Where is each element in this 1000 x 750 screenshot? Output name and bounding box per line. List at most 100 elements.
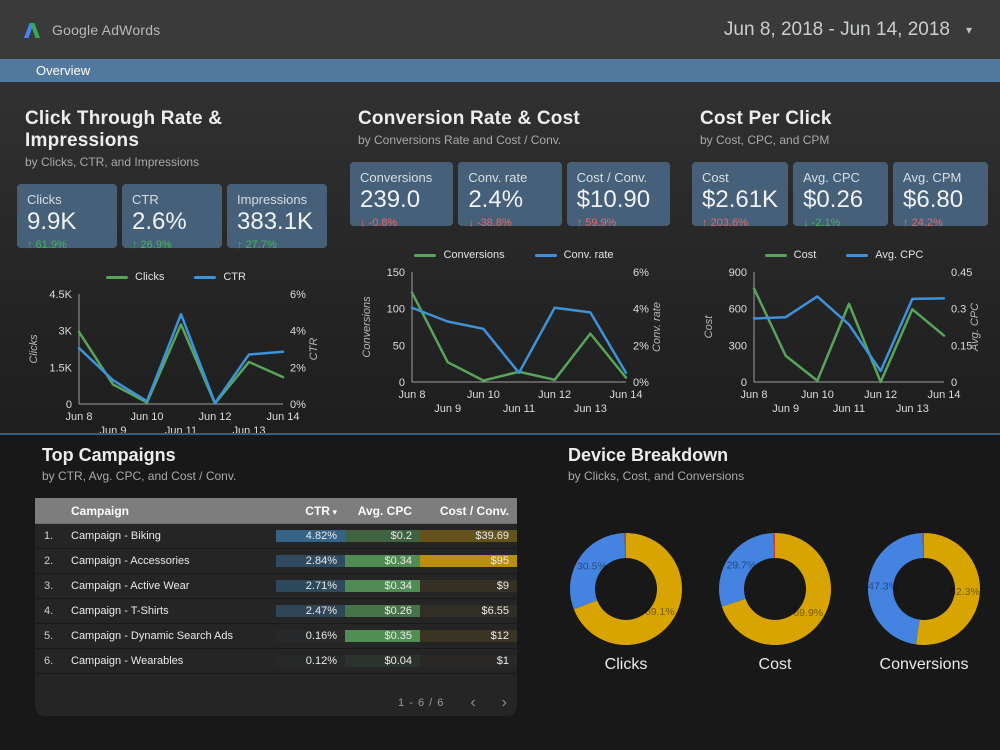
tab-bar: Overview xyxy=(0,59,1000,82)
svg-text:0.3: 0.3 xyxy=(951,304,966,316)
bottom-section: Top Campaigns by CTR, Avg. CPC, and Cost… xyxy=(0,433,1000,750)
column-header-campaign[interactable]: Campaign xyxy=(71,503,130,518)
svg-text:30.5%: 30.5% xyxy=(577,560,607,572)
svg-text:Jun 9: Jun 9 xyxy=(772,403,799,415)
table-row[interactable]: 6. Campaign - Wearables 0.12% $0.04 $1 xyxy=(35,649,517,674)
section-title: Conversion Rate & Cost xyxy=(358,108,580,129)
row-number: 3. xyxy=(44,580,54,592)
line-chart-clicks-ctr: Clicks CTR 0 1.5K 3K 4.5K 0% 2% 4% 6% Clicks CTR Jun… xyxy=(25,268,327,451)
scorecard-label: CTR xyxy=(132,192,159,207)
svg-text:Jun 11: Jun 11 xyxy=(833,403,865,415)
svg-text:Jun 9: Jun 9 xyxy=(434,403,461,415)
scorecard-label: Impressions xyxy=(237,192,308,207)
device-breakdown-header: Device Breakdown by Clicks, Cost, and Co… xyxy=(568,445,744,483)
svg-text:3K: 3K xyxy=(59,326,73,338)
cell-cost_conv: $39.69 xyxy=(420,530,517,542)
legend-label: Cost xyxy=(793,249,817,261)
donut-chart: 69.9% 29.7% xyxy=(719,533,831,645)
donut-clicks: 69.1% 30.5% Clicks xyxy=(561,531,691,674)
legend-swatch xyxy=(846,253,869,257)
arrow-down-icon: ↓ xyxy=(360,217,366,229)
devices-title: Device Breakdown xyxy=(568,445,729,465)
brand-name: Google AdWords xyxy=(52,21,161,38)
table-row[interactable]: 5. Campaign - Dynamic Search Ads 0.16% $0.3… xyxy=(35,624,517,649)
section-conversion-rate-cost: Conversion Rate & Cost by Conversions Ra… xyxy=(350,108,670,429)
svg-text:Conversions: Conversions xyxy=(361,296,373,358)
table-title: Top Campaigns xyxy=(42,445,176,465)
cell-ctr: 4.82% xyxy=(276,530,345,542)
table-row[interactable]: 4. Campaign - T-Shirts 2.47% $0.26 $6.55 xyxy=(35,599,517,624)
pagination-prev-icon[interactable]: ‹ xyxy=(470,694,476,711)
donut-label: Conversions xyxy=(879,656,969,673)
svg-text:Jun 8: Jun 8 xyxy=(66,411,93,423)
campaign-name: Campaign - Wearables xyxy=(71,655,184,667)
table-row[interactable]: 2. Campaign - Accessories 2.84% $0.34 $95 xyxy=(35,549,517,574)
svg-text:Jun 12: Jun 12 xyxy=(864,389,897,401)
table-body: Campaign CTR ▾ Avg. CPC Cost / Conv. 1. Campa… xyxy=(35,498,517,674)
scorecard-cost: Cost $2.61K ↑ 203.6% xyxy=(692,162,789,229)
devices-subtitle: by Clicks, Cost, and Conversions xyxy=(568,469,745,483)
scorecard-delta: ↑ 24.2% xyxy=(903,217,943,229)
scorecard-label: Conversions xyxy=(360,170,433,185)
scorecard-label: Cost / Conv. xyxy=(576,170,648,185)
table-row[interactable]: 1. Campaign - Biking 4.82% $0.2 $39.69 xyxy=(35,524,517,549)
table-row[interactable]: 3. Campaign - Active Wear 2.71% $0.34 $9 xyxy=(35,574,517,599)
cell-cpc: $0.04 xyxy=(345,655,420,667)
svg-text:Jun 14: Jun 14 xyxy=(609,389,642,401)
kpi-charts-section: Click Through Rate & Impressions by Clic… xyxy=(0,82,1000,437)
legend-swatch xyxy=(534,253,557,257)
cell-cost_conv: $6.55 xyxy=(420,605,517,617)
campaign-name: Campaign - T-Shirts xyxy=(71,605,169,617)
svg-text:52.3%: 52.3% xyxy=(950,586,980,598)
cell-ctr: 2.47% xyxy=(276,605,345,617)
table-header-row: Campaign CTR ▾ Avg. CPC Cost / Conv. xyxy=(35,498,517,524)
tab-overview[interactable]: Overview xyxy=(36,63,91,78)
svg-text:Jun 11: Jun 11 xyxy=(503,403,535,415)
legend-label: Clicks xyxy=(135,271,165,283)
cell-cpc: $0.26 xyxy=(345,605,420,617)
line-chart-plot: 0 50 100 150 0% 2% 4% 6% Conversions Conv. rate Ju… xyxy=(361,267,663,415)
svg-text:CTR: CTR xyxy=(308,338,320,361)
date-range-selector[interactable]: Jun 8, 2018 - Jun 14, 2018 ▾ xyxy=(724,19,972,41)
svg-text:Jun 10: Jun 10 xyxy=(130,411,163,423)
line-chart-plot: 0 300 600 900 0 0.15 0.3 0.45 Cost Avg. CPC Jun 8 J… xyxy=(703,267,981,415)
legend-label: Conv. rate xyxy=(563,249,614,261)
scorecard-label: Conv. rate xyxy=(468,170,528,185)
cell-cpc: $0.34 xyxy=(345,580,420,592)
row-number: 5. xyxy=(44,630,54,642)
arrow-up-icon: ↑ xyxy=(702,217,708,229)
line-chart-cost-cpc: Cost Avg. CPC 0 300 600 900 0 0.15 0.3 0.45 Cost Av… xyxy=(700,246,988,429)
svg-text:6%: 6% xyxy=(633,267,649,279)
campaign-name: Campaign - Active Wear xyxy=(71,580,190,592)
cell-cpc: $0.2 xyxy=(345,530,420,542)
column-header-ctr[interactable]: CTR ▾ xyxy=(305,503,337,518)
pagination-next-icon[interactable]: › xyxy=(501,694,507,711)
svg-text:100: 100 xyxy=(387,304,405,316)
legend-item-ctr: CTR xyxy=(194,271,246,283)
scorecard-row: Conversions 239.0 ↓ -0.8% Conv. rate 2.4% ↓ -… xyxy=(350,162,670,229)
legend-label: Conversions xyxy=(443,249,505,261)
svg-text:Jun 12: Jun 12 xyxy=(538,389,571,401)
svg-text:47.3%: 47.3% xyxy=(868,581,898,593)
donut-label: Cost xyxy=(758,656,792,673)
legend-swatch xyxy=(106,275,129,279)
scorecard-label: Avg. CPM xyxy=(903,170,962,185)
column-header-avg-cpc[interactable]: Avg. CPC xyxy=(357,503,412,518)
campaign-name: Campaign - Accessories xyxy=(71,555,190,567)
svg-text:150: 150 xyxy=(387,267,405,279)
svg-text:4.5K: 4.5K xyxy=(49,289,72,301)
svg-text:300: 300 xyxy=(729,340,747,352)
row-number: 6. xyxy=(44,655,54,667)
app-header: Google AdWords Jun 8, 2018 - Jun 14, 201… xyxy=(0,0,1000,59)
scorecard-impressions: Impressions 383.1K ↑ 27.7% xyxy=(227,184,327,251)
scorecard-label: Clicks xyxy=(27,192,62,207)
scorecard-delta: ↓ -0.8% xyxy=(360,217,398,229)
section-subtitle: by Conversions Rate and Cost / Conv. xyxy=(358,133,562,147)
svg-text:0: 0 xyxy=(399,377,405,389)
column-header-cost-conv[interactable]: Cost / Conv. xyxy=(439,503,509,518)
caret-down-icon: ▾ xyxy=(965,22,972,37)
scorecard-avg-cpm: Avg. CPM $6.80 ↑ 24.2% xyxy=(893,162,989,229)
cell-cpc: $0.34 xyxy=(345,555,420,567)
arrow-up-icon: ↑ xyxy=(237,239,243,251)
arrow-up-icon: ↑ xyxy=(27,239,33,251)
